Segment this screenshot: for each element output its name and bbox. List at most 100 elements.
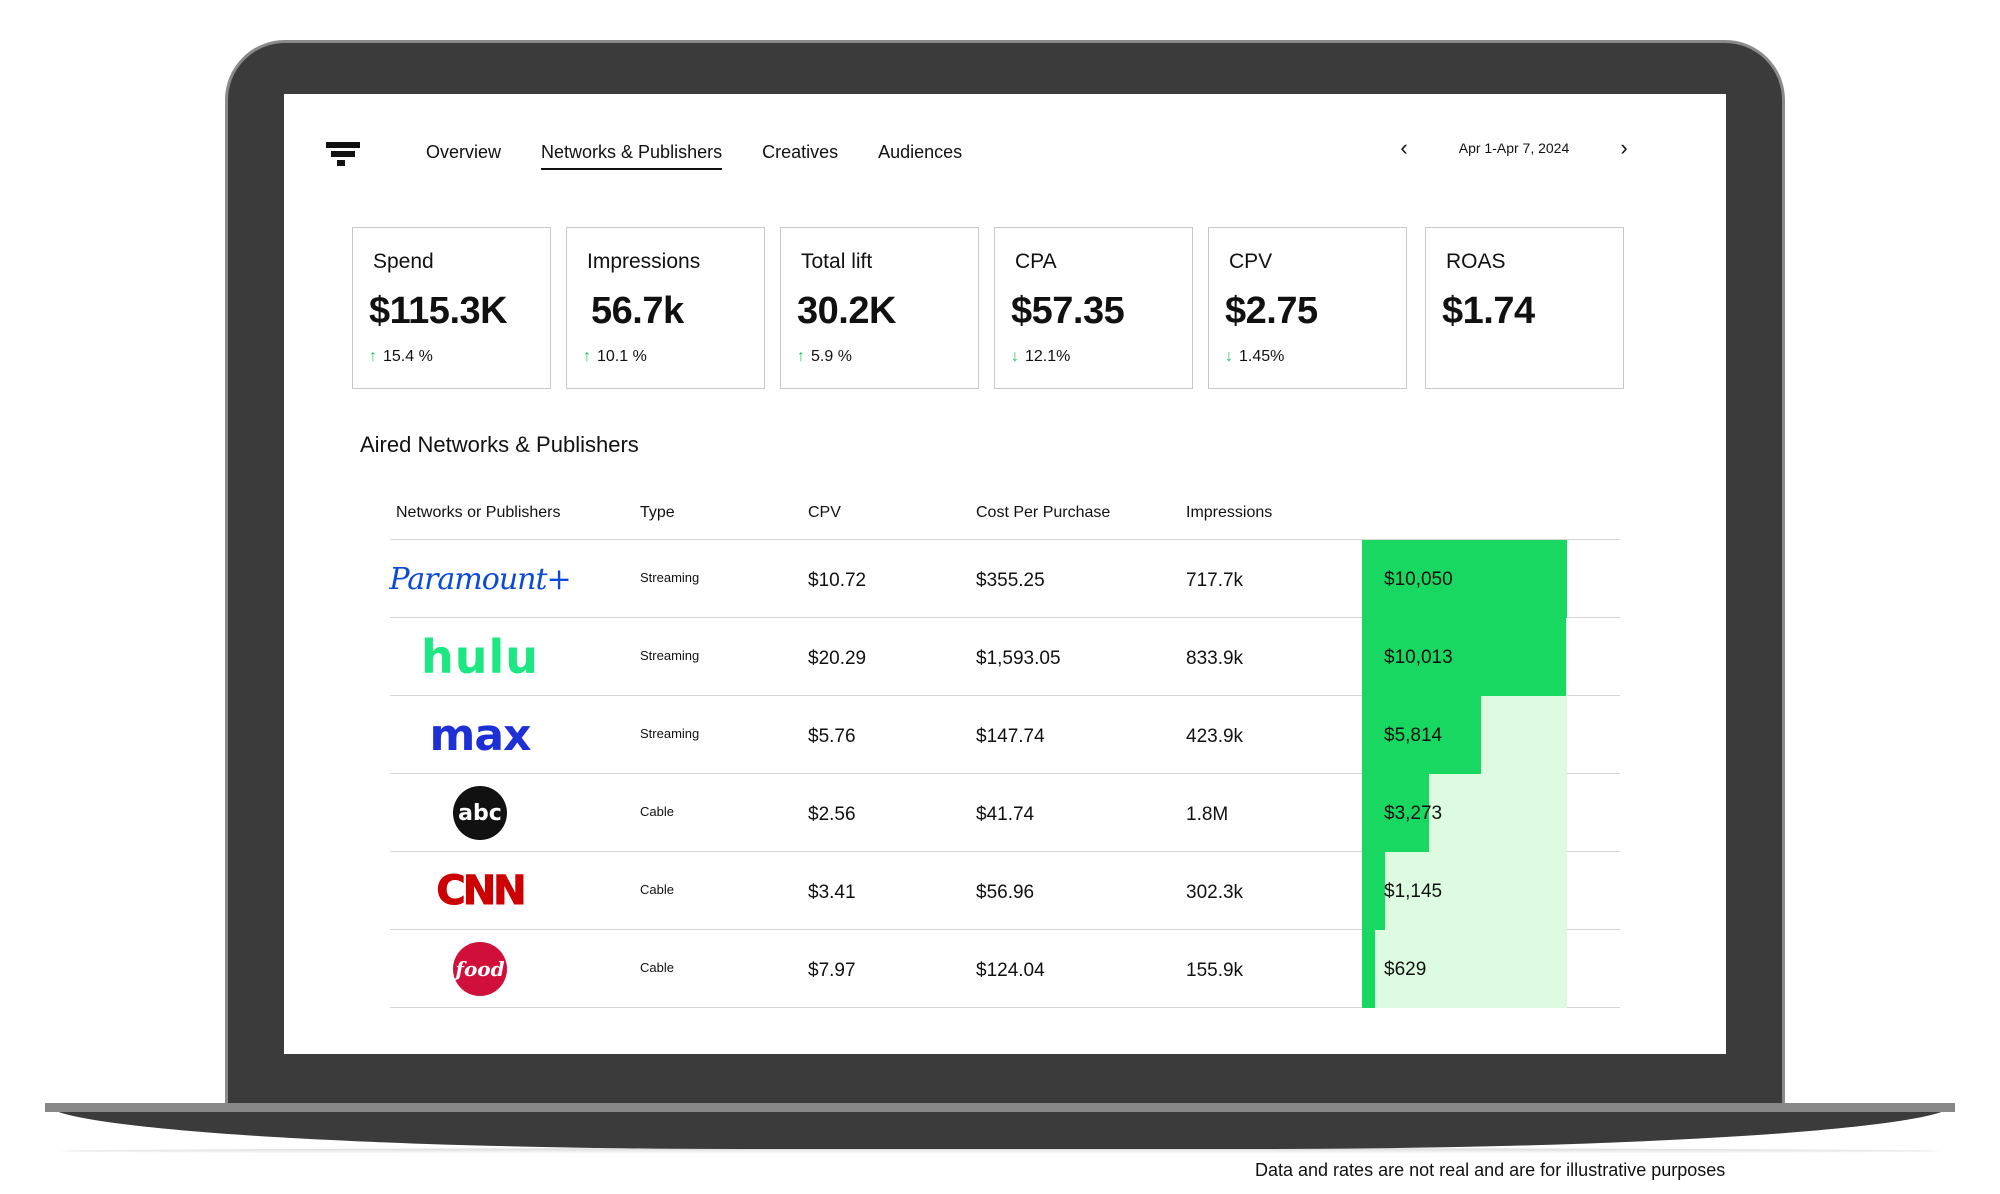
spend-bar-fill — [1362, 696, 1481, 774]
arrow-up-icon: ↑ — [583, 348, 591, 365]
kpi-name: Spend — [373, 250, 434, 273]
spend-bar-track: $3,273 — [1362, 774, 1567, 852]
spend-bar-fill — [1362, 540, 1567, 618]
chevron-left-icon[interactable]: ‹ — [1400, 135, 1408, 160]
spend-bar-fill — [1362, 930, 1375, 1008]
cell-cpp: $147.74 — [976, 726, 1045, 747]
cell-impressions: 833.9k — [1186, 648, 1244, 669]
tab-overview[interactable]: Overview — [426, 142, 502, 162]
kpi-card-cpa[interactable]: CPA $57.35 ↓ 12.1% — [994, 227, 1193, 389]
kpi-value: $2.75 — [1225, 290, 1318, 332]
cell-cpv: $3.41 — [808, 882, 856, 903]
kpi-value: $1.74 — [1442, 290, 1535, 332]
tab-creatives[interactable]: Creatives — [762, 142, 839, 162]
kpi-card-cpv[interactable]: CPV $2.75 ↓ 1.45% — [1208, 227, 1407, 389]
tab-audiences[interactable]: Audiences — [878, 142, 963, 162]
cell-type: Streaming — [640, 648, 700, 663]
laptop-base-edge — [45, 1103, 1955, 1112]
cnn-logo-icon: CNN — [436, 868, 527, 915]
arrow-down-icon: ↓ — [1011, 348, 1019, 365]
cell-cpv: $2.56 — [808, 804, 856, 825]
kpi-name: ROAS — [1446, 250, 1506, 273]
cell-cpv: $7.97 — [808, 960, 856, 981]
cell-cpp: $355.25 — [976, 570, 1045, 591]
table-row[interactable]: max Streaming $5.76 $147.74 423.9k $5,81… — [390, 696, 1620, 774]
paramount-plus-logo-icon: Paramount+ — [389, 561, 571, 597]
cell-impressions: 1.8M — [1186, 804, 1229, 825]
table-row[interactable]: food Cable $7.97 $124.04 155.9k $629 — [390, 930, 1620, 1008]
kpi-name: CPV — [1229, 250, 1273, 273]
cell-impressions: 155.9k — [1186, 960, 1244, 981]
cell-cpv: $10.72 — [808, 570, 867, 591]
kpi-change: ↓ 1.45% — [1225, 348, 1285, 365]
kpi-card-spend[interactable]: Spend $115.3K ↑ 15.4 % — [352, 227, 551, 389]
spend-value: $10,050 — [1384, 569, 1453, 590]
spend-value: $629 — [1384, 959, 1427, 980]
kpi-change: ↑ 5.9 % — [797, 348, 852, 365]
top-nav: Overview Networks & Publishers Creatives… — [426, 142, 962, 170]
cell-impressions: 302.3k — [1186, 882, 1244, 903]
header-type[interactable]: Type — [640, 504, 675, 521]
kpi-change: ↓ 12.1% — [1011, 348, 1071, 365]
cell-type: Cable — [640, 804, 674, 819]
date-range-picker: ‹ Apr 1-Apr 7, 2024 › — [1394, 136, 1634, 160]
arrow-up-icon: ↑ — [797, 348, 805, 365]
max-logo-icon: max — [429, 709, 532, 761]
kpi-value: $57.35 — [1011, 290, 1125, 332]
food-network-logo-icon: food — [390, 930, 570, 1008]
kpi-change: ↑ 15.4 % — [369, 348, 433, 365]
cell-impressions: 423.9k — [1186, 726, 1244, 747]
date-range-label: Apr 1-Apr 7, 2024 — [1458, 140, 1570, 156]
table-row[interactable]: CNN Cable $3.41 $56.96 302.3k $1,145 — [390, 852, 1620, 930]
header-networks[interactable]: Networks or Publishers — [396, 504, 561, 521]
kpi-value: $115.3K — [369, 290, 508, 332]
cell-type: Streaming — [640, 570, 700, 585]
kpi-name: Total lift — [801, 250, 873, 273]
kpi-card-impressions[interactable]: Impressions 56.7k ↑ 10.1 % — [566, 227, 765, 389]
networks-table: Networks or Publishers Type CPV Cost Per… — [389, 494, 1620, 1008]
cell-cpp: $41.74 — [976, 804, 1035, 825]
tab-networks-publishers[interactable]: Networks & Publishers — [541, 142, 723, 170]
spend-value: $1,145 — [1384, 881, 1443, 902]
cell-cpp: $1,593.05 — [976, 648, 1061, 669]
cell-type: Streaming — [640, 726, 700, 741]
kpi-cards: Spend $115.3K ↑ 15.4 % Impressions 56.7k … — [352, 227, 1624, 389]
kpi-value: 30.2K — [797, 290, 896, 332]
kpi-name: Impressions — [587, 250, 701, 273]
header-impressions[interactable]: Impressions — [1186, 504, 1273, 521]
hulu-logo-icon: hulu — [420, 630, 539, 684]
kpi-value: 56.7k — [591, 290, 684, 332]
disclaimer-text: Data and rates are not real and are for … — [1255, 1160, 1726, 1180]
arrow-up-icon: ↑ — [369, 348, 377, 365]
spend-value: $3,273 — [1384, 803, 1443, 824]
spend-bar-fill — [1362, 774, 1429, 852]
cell-type: Cable — [640, 960, 674, 975]
app-logo-icon[interactable] — [326, 142, 360, 166]
table-row[interactable]: hulu Streaming $20.29 $1,593.05 833.9k $… — [390, 618, 1620, 696]
arrow-down-icon: ↓ — [1225, 348, 1233, 365]
header-cost-per-purchase[interactable]: Cost Per Purchase — [976, 504, 1111, 521]
kpi-change: ↑ 10.1 % — [583, 348, 647, 365]
spend-bar-track: $629 — [1362, 930, 1567, 1008]
spend-bar-track: $10,013 — [1362, 618, 1567, 696]
spend-bar-fill — [1362, 852, 1386, 930]
spend-bar-track: $5,814 — [1362, 696, 1567, 774]
table-row[interactable]: abc Cable $2.56 $41.74 1.8M $3,273 — [390, 774, 1620, 852]
cell-cpp: $124.04 — [976, 960, 1045, 981]
cell-cpv: $5.76 — [808, 726, 856, 747]
spend-bar-fill — [1362, 618, 1567, 696]
laptop-shadow — [60, 1148, 1940, 1154]
header-cpv[interactable]: CPV — [808, 504, 841, 521]
table-row[interactable]: Paramount+ Streaming $10.72 $355.25 717.… — [389, 540, 1620, 618]
kpi-card-roas[interactable]: ROAS $1.74 — [1425, 227, 1624, 389]
chevron-right-icon[interactable]: › — [1620, 135, 1628, 160]
spend-bar-track: $1,145 — [1362, 852, 1567, 930]
spend-value: $5,814 — [1384, 725, 1443, 746]
cell-cpv: $20.29 — [808, 648, 867, 669]
dashboard-screen: Overview Networks & Publishers Creatives… — [284, 94, 1726, 1054]
section-title: Aired Networks & Publishers — [360, 432, 639, 457]
kpi-name: CPA — [1015, 250, 1057, 273]
kpi-card-total-lift[interactable]: Total lift 30.2K ↑ 5.9 % — [780, 227, 979, 389]
cell-type: Cable — [640, 882, 674, 897]
spend-value: $10,013 — [1384, 647, 1453, 668]
